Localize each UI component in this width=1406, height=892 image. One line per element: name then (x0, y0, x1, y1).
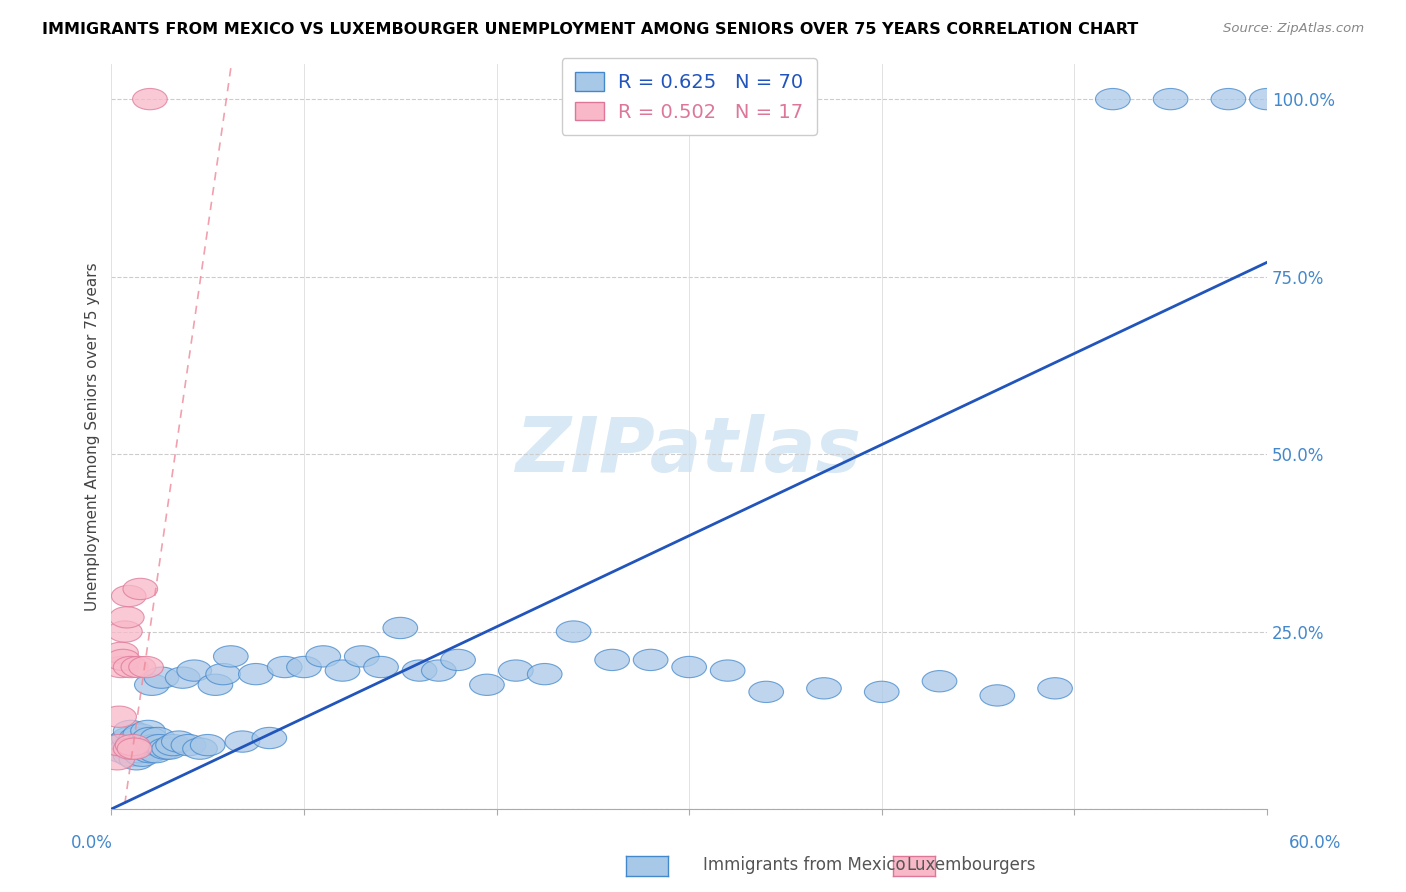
Ellipse shape (225, 731, 260, 752)
Ellipse shape (382, 617, 418, 639)
Ellipse shape (162, 731, 197, 752)
Ellipse shape (172, 734, 205, 756)
Ellipse shape (177, 660, 211, 681)
Ellipse shape (101, 706, 136, 727)
Ellipse shape (922, 671, 957, 692)
Ellipse shape (129, 738, 163, 759)
Ellipse shape (1038, 678, 1073, 699)
Ellipse shape (120, 727, 153, 748)
Ellipse shape (135, 674, 169, 696)
Ellipse shape (198, 674, 233, 696)
Ellipse shape (131, 720, 166, 741)
Ellipse shape (114, 738, 148, 759)
Ellipse shape (633, 649, 668, 671)
Ellipse shape (865, 681, 898, 703)
Ellipse shape (104, 657, 138, 678)
Ellipse shape (127, 731, 162, 752)
Text: Immigrants from Mexico: Immigrants from Mexico (703, 856, 905, 874)
Ellipse shape (1153, 88, 1188, 110)
Ellipse shape (117, 731, 152, 752)
Text: Luxembourgers: Luxembourgers (907, 856, 1036, 874)
Ellipse shape (110, 607, 145, 628)
Ellipse shape (710, 660, 745, 681)
Ellipse shape (749, 681, 783, 703)
Ellipse shape (145, 667, 179, 689)
Ellipse shape (205, 664, 240, 685)
Ellipse shape (104, 642, 138, 664)
Ellipse shape (499, 660, 533, 681)
Ellipse shape (156, 734, 190, 756)
Y-axis label: Unemployment Among Seniors over 75 years: Unemployment Among Seniors over 75 years (86, 262, 100, 611)
Ellipse shape (125, 745, 159, 766)
Ellipse shape (307, 646, 340, 667)
Ellipse shape (672, 657, 706, 678)
Ellipse shape (190, 734, 225, 756)
Ellipse shape (138, 741, 173, 763)
Ellipse shape (108, 731, 142, 752)
Ellipse shape (470, 674, 505, 696)
Ellipse shape (117, 738, 152, 759)
Ellipse shape (344, 646, 380, 667)
Ellipse shape (183, 738, 218, 759)
Ellipse shape (148, 738, 183, 759)
Ellipse shape (132, 88, 167, 110)
Ellipse shape (105, 649, 141, 671)
Ellipse shape (136, 734, 172, 756)
Ellipse shape (115, 734, 150, 756)
Text: IMMIGRANTS FROM MEXICO VS LUXEMBOURGER UNEMPLOYMENT AMONG SENIORS OVER 75 YEARS : IMMIGRANTS FROM MEXICO VS LUXEMBOURGER U… (42, 22, 1139, 37)
Ellipse shape (440, 649, 475, 671)
Ellipse shape (325, 660, 360, 681)
Text: ZIPatlas: ZIPatlas (516, 414, 862, 488)
Ellipse shape (110, 738, 145, 759)
Ellipse shape (152, 738, 187, 759)
Ellipse shape (122, 723, 157, 745)
Ellipse shape (807, 678, 841, 699)
Ellipse shape (252, 727, 287, 748)
Text: 0.0%: 0.0% (70, 834, 112, 852)
Ellipse shape (122, 734, 157, 756)
Ellipse shape (595, 649, 630, 671)
Ellipse shape (129, 657, 163, 678)
Ellipse shape (101, 734, 136, 756)
Ellipse shape (239, 664, 273, 685)
Ellipse shape (122, 578, 157, 599)
Ellipse shape (527, 664, 562, 685)
Ellipse shape (105, 741, 141, 763)
Ellipse shape (132, 741, 167, 763)
Ellipse shape (980, 685, 1015, 706)
Text: Source: ZipAtlas.com: Source: ZipAtlas.com (1223, 22, 1364, 36)
Ellipse shape (114, 720, 148, 741)
Ellipse shape (121, 657, 156, 678)
Ellipse shape (1095, 88, 1130, 110)
Ellipse shape (287, 657, 322, 678)
Ellipse shape (1211, 88, 1246, 110)
Legend: R = 0.625   N = 70, R = 0.502   N = 17: R = 0.625 N = 70, R = 0.502 N = 17 (561, 59, 817, 136)
Ellipse shape (111, 727, 146, 748)
Ellipse shape (142, 734, 177, 756)
Ellipse shape (108, 621, 142, 642)
Ellipse shape (214, 646, 247, 667)
Ellipse shape (422, 660, 456, 681)
Text: 60.0%: 60.0% (1288, 834, 1341, 852)
Ellipse shape (166, 667, 200, 689)
Ellipse shape (117, 738, 152, 759)
Ellipse shape (114, 657, 148, 678)
Ellipse shape (100, 748, 135, 770)
Ellipse shape (121, 741, 156, 763)
Ellipse shape (557, 621, 591, 642)
Ellipse shape (1250, 88, 1284, 110)
Ellipse shape (267, 657, 302, 678)
Ellipse shape (101, 734, 136, 756)
Ellipse shape (111, 585, 146, 607)
Ellipse shape (364, 657, 398, 678)
Ellipse shape (120, 748, 153, 770)
Ellipse shape (132, 727, 167, 748)
Ellipse shape (402, 660, 437, 681)
Ellipse shape (141, 727, 174, 748)
Ellipse shape (114, 745, 148, 766)
Ellipse shape (115, 734, 150, 756)
